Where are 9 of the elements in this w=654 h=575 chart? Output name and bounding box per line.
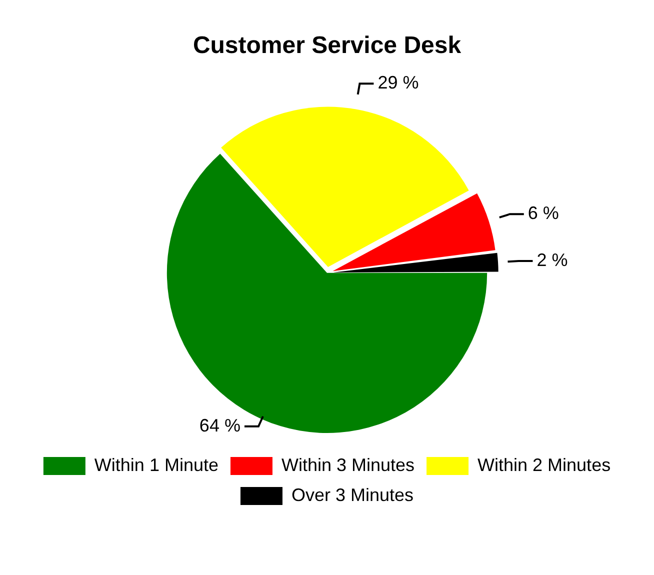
legend-label: Within 1 Minute xyxy=(94,454,218,475)
legend-label: Within 2 Minutes xyxy=(478,454,611,475)
data-label: 29 % xyxy=(378,72,419,93)
data-label: 64 % xyxy=(199,415,240,436)
data-label: 2 % xyxy=(536,250,568,270)
chart-title: Customer Service Desk xyxy=(192,32,462,60)
legend-label: Within 3 Minutes xyxy=(281,454,415,475)
data-label: 6 % xyxy=(528,203,559,224)
legend-label: Over 3 Minutes xyxy=(291,484,414,505)
